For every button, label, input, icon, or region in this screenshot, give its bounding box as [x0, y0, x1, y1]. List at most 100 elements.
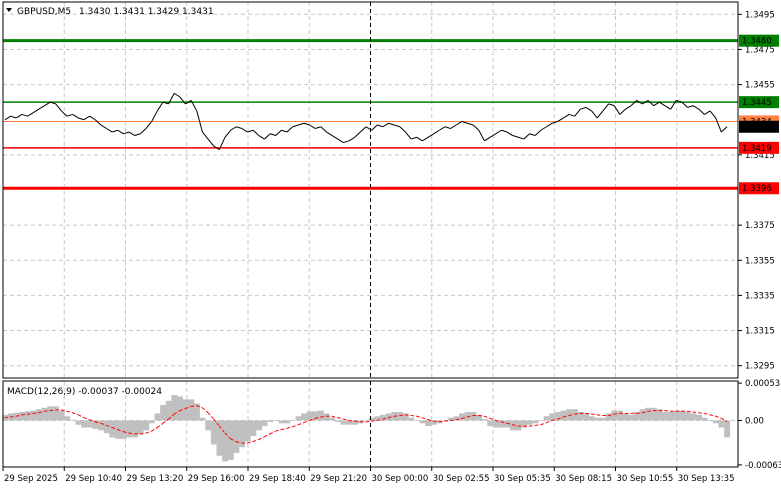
signal-segment — [117, 429, 124, 433]
signal-segment — [574, 412, 581, 415]
price-segment — [698, 108, 705, 115]
price-segment — [715, 117, 722, 133]
price-segment — [179, 96, 186, 105]
signal-segment — [72, 412, 79, 416]
macd-bar — [284, 420, 291, 424]
macd-bar — [329, 417, 336, 421]
macd-tick-label: 0.00 — [745, 416, 764, 426]
macd-bar — [577, 412, 584, 421]
macd-bar — [261, 420, 268, 427]
signal-segment — [394, 415, 400, 417]
signal-segment — [467, 415, 474, 418]
signal-segment — [642, 410, 649, 414]
signal-segment — [173, 410, 181, 415]
price-segment — [49, 101, 56, 105]
price-segment — [506, 131, 513, 136]
signal-segment — [388, 415, 395, 419]
signal-segment — [258, 436, 265, 440]
price-segment — [38, 105, 45, 110]
signal-segment — [337, 417, 344, 420]
x-tick-label: 30 Sep 02:55 — [433, 474, 490, 484]
price-segment — [241, 128, 248, 133]
price-segment — [72, 114, 79, 119]
signal-segment — [563, 415, 570, 418]
macd-bar — [52, 406, 59, 421]
macd-bar — [656, 409, 663, 421]
signal-segment — [478, 415, 485, 417]
price-segment — [427, 133, 434, 138]
signal-segment — [286, 426, 293, 429]
price-segment — [190, 100, 198, 112]
signal-segment — [202, 407, 209, 414]
macd-bar — [295, 416, 302, 421]
price-segment — [286, 126, 294, 133]
signal-segment — [33, 412, 39, 414]
macd-bar — [177, 396, 183, 421]
macd-bar — [397, 412, 403, 421]
macd-bar — [312, 411, 319, 421]
price-segment — [444, 126, 451, 129]
price-segment — [21, 113, 28, 117]
price-segment — [89, 115, 96, 121]
signal-segment — [38, 410, 45, 414]
macd-bar — [679, 410, 685, 421]
macd-bar — [707, 420, 714, 421]
signal-segment — [416, 415, 423, 419]
signal-segment — [61, 409, 68, 412]
price-segment — [247, 129, 254, 133]
macd-bar — [413, 420, 420, 421]
signal-segment — [343, 418, 350, 421]
signal-segment — [512, 424, 519, 427]
price-segment — [16, 114, 23, 119]
price-segment — [546, 122, 553, 128]
signal-segment — [309, 417, 316, 421]
signal-segment — [433, 420, 440, 423]
macd-bar — [41, 407, 48, 421]
price-segment — [405, 131, 412, 140]
signal-segment — [715, 415, 722, 419]
price-segment — [670, 100, 677, 110]
level-tag-label: 1.3445 — [742, 98, 772, 108]
price-segment — [540, 126, 547, 131]
signal-segment — [179, 408, 186, 412]
signal-segment — [439, 420, 446, 423]
price-segment — [252, 129, 260, 136]
price-segment — [704, 110, 711, 115]
signal-segment — [557, 416, 564, 420]
macd-bar — [120, 420, 127, 439]
macd-bar — [193, 403, 200, 421]
macd-bar — [47, 406, 54, 421]
price-segment — [292, 124, 299, 128]
macd-bar — [724, 420, 731, 438]
macd-bar — [718, 420, 725, 428]
signal-segment — [546, 420, 553, 424]
signal-segment — [501, 421, 508, 424]
macd-bar — [662, 412, 669, 421]
macd-bar — [430, 420, 437, 425]
price-segment — [298, 122, 305, 126]
level-tag-label: 1.3396 — [742, 184, 772, 194]
price-segment — [275, 129, 282, 136]
price-segment — [439, 126, 446, 131]
signal-segment — [365, 420, 372, 423]
macd-bar — [148, 420, 155, 424]
macd-bar — [492, 420, 499, 428]
macd-indicator-label: MACD(12,26,9) -0.00037 -0.00024 — [7, 387, 162, 397]
y-tick-label: 1.3415 — [745, 151, 775, 161]
price-segment — [602, 103, 609, 112]
dropdown-triangle-icon[interactable] — [6, 8, 12, 12]
signal-segment — [10, 415, 17, 418]
macd-bar — [363, 420, 370, 421]
macd-bar — [126, 420, 133, 438]
price-segment — [348, 136, 355, 142]
axes — [2, 1, 742, 471]
signal-segment — [292, 424, 299, 428]
price-segment — [664, 105, 671, 110]
signal-segment — [44, 410, 51, 412]
macd-bar — [526, 420, 533, 425]
price-segment — [557, 117, 564, 122]
signal-segment — [585, 412, 592, 415]
macd-bar — [684, 412, 691, 421]
signal-segment — [411, 415, 417, 417]
